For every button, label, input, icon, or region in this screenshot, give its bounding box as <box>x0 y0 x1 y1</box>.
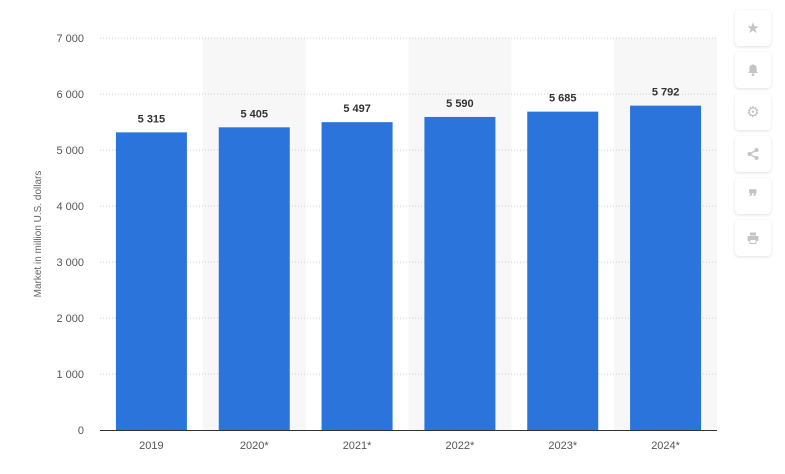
y-axis-title: Market in million U.S. dollars <box>33 171 44 298</box>
bar[interactable] <box>115 132 187 431</box>
bar[interactable] <box>321 122 393 430</box>
y-tick-label: 7 000 <box>56 33 84 45</box>
x-axis-ticks: 2019 2020* 2021* 2022* 2023* 2024* <box>139 440 680 452</box>
x-tick-label: 2023* <box>548 440 577 452</box>
x-tick-label: 2024* <box>651 440 680 452</box>
data-label: 5 590 <box>446 98 474 110</box>
y-tick-label: 4 000 <box>56 201 84 213</box>
star-icon: ★ <box>746 19 760 37</box>
bar[interactable] <box>424 116 496 431</box>
cite-button[interactable]: ❞ <box>735 178 771 214</box>
gridlines <box>100 37 717 375</box>
data-label: 5 792 <box>652 87 680 99</box>
quote-icon: ❞ <box>748 186 758 206</box>
print-icon <box>747 232 759 244</box>
gear-icon: ⚙ <box>746 103 760 121</box>
y-tick-label: 2 000 <box>56 313 84 325</box>
settings-button[interactable]: ⚙ <box>735 94 771 130</box>
x-tick-label: 2019 <box>139 440 163 452</box>
y-tick-label: 3 000 <box>56 257 84 269</box>
x-tick-label: 2022* <box>446 440 475 452</box>
bell-icon <box>748 64 758 76</box>
y-tick-label: 5 000 <box>56 145 84 157</box>
share-button[interactable] <box>735 136 771 172</box>
x-tick-label: 2020* <box>240 440 269 452</box>
x-tick-label: 2021* <box>343 440 372 452</box>
y-tick-label: 0 <box>78 425 84 437</box>
y-axis-ticks: 0 1 000 2 000 3 000 4 000 5 000 6 000 7 000 <box>56 33 84 437</box>
bars <box>115 105 702 431</box>
data-label: 5 685 <box>549 93 577 105</box>
share-icon <box>747 148 759 160</box>
bar[interactable] <box>527 111 599 430</box>
y-tick-label: 6 000 <box>56 89 84 101</box>
print-button[interactable] <box>735 220 771 256</box>
chart-toolbar: ★ ⚙ ❞ <box>735 10 771 256</box>
bar[interactable] <box>218 127 290 430</box>
data-label: 5 497 <box>343 103 371 115</box>
favorite-button[interactable]: ★ <box>735 10 771 46</box>
notification-button[interactable] <box>735 52 771 88</box>
data-labels: 5 315 5 405 5 497 5 590 5 685 5 792 <box>138 87 680 126</box>
bar[interactable] <box>630 105 702 430</box>
y-tick-label: 1 000 <box>56 369 84 381</box>
data-label: 5 405 <box>240 108 268 120</box>
data-label: 5 315 <box>138 113 166 125</box>
